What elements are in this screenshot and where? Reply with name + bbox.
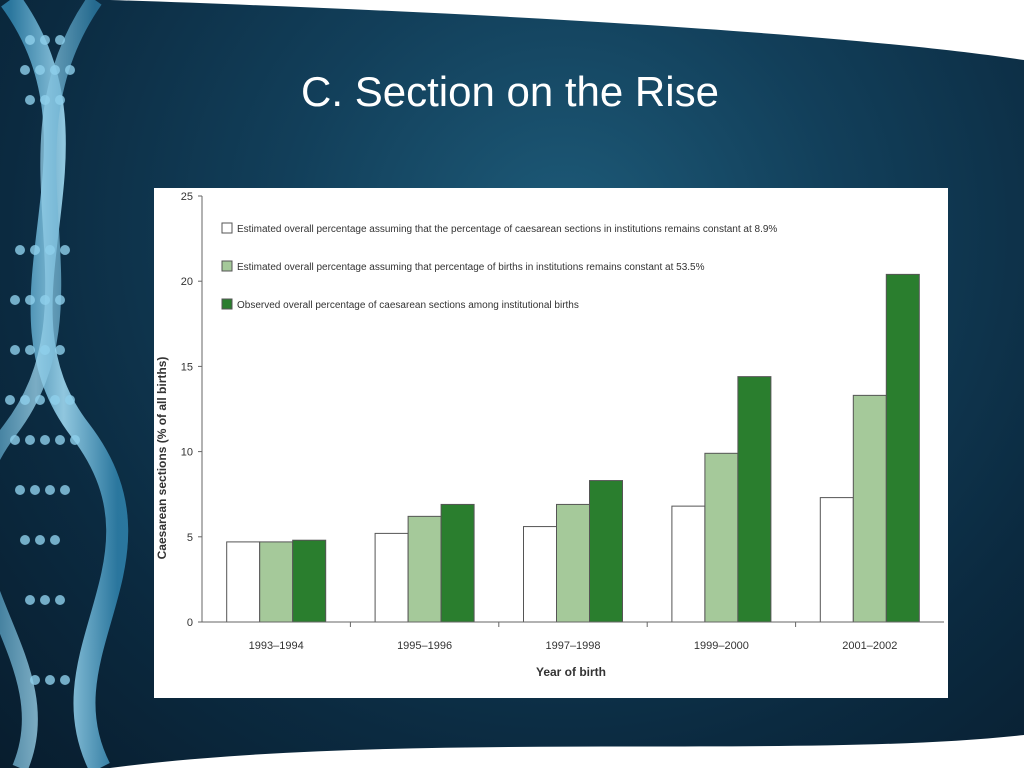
legend-swatch	[221, 298, 233, 310]
bar-series-1	[226, 541, 261, 623]
x-axis: 1993–1994 1995–1996 1997–1998 1999–2000 2001…	[202, 621, 944, 652]
bars	[226, 273, 920, 623]
y-tick-label: 20	[181, 276, 193, 288]
dna-helix-decoration	[0, 0, 129, 768]
bar-series-3	[440, 503, 475, 623]
chart-panel: 0 5 10 15 20 25 1993–1994 1995–1996 1997–1998 19…	[154, 188, 948, 698]
y-tick-label: 5	[187, 532, 193, 544]
legend-swatch	[221, 222, 233, 234]
slide-title: C. Section on the Rise	[301, 68, 719, 115]
y-axis-title: Caesarean sections (% of all births)	[155, 357, 169, 560]
bar-series-2	[852, 394, 887, 623]
bar-series-1	[523, 526, 557, 623]
y-axis: 0 5 10 15 20 25	[181, 191, 203, 629]
y-tick-label: 25	[181, 191, 193, 203]
legend-label: Estimated overall percentage assuming th…	[237, 262, 705, 273]
legend-swatch	[221, 260, 233, 272]
legend-label: Observed overall percentage of caesarean…	[237, 300, 579, 311]
bar-series-2	[704, 452, 739, 623]
bottom-white-band	[0, 735, 1024, 768]
y-tick-label: 15	[181, 361, 193, 373]
x-axis-title: Year of birth	[536, 665, 606, 679]
bar-series-1	[374, 532, 409, 623]
x-tick-label: 1997–1998	[545, 640, 600, 652]
bar-series-2	[556, 503, 590, 623]
bar-series-3	[885, 273, 920, 623]
bar-series-3	[292, 539, 327, 623]
top-white-band	[0, 0, 1024, 60]
y-tick-label: 0	[187, 617, 193, 629]
legend-label: Estimated overall percentage assuming th…	[237, 224, 777, 235]
bar-series-3	[589, 480, 623, 623]
bar-series-1	[819, 497, 854, 623]
legend: Estimated overall percentage assuming th…	[221, 222, 777, 311]
x-tick-label: 1999–2000	[694, 640, 749, 652]
bar-series-1	[671, 505, 706, 623]
x-tick-label: 1995–1996	[397, 640, 452, 652]
x-tick-label: 1993–1994	[249, 640, 304, 652]
x-tick-label: 2001–2002	[842, 640, 897, 652]
bar-series-2	[259, 541, 294, 623]
bar-series-3	[737, 376, 772, 623]
y-tick-label: 10	[181, 447, 193, 459]
bar-series-2	[407, 515, 442, 623]
